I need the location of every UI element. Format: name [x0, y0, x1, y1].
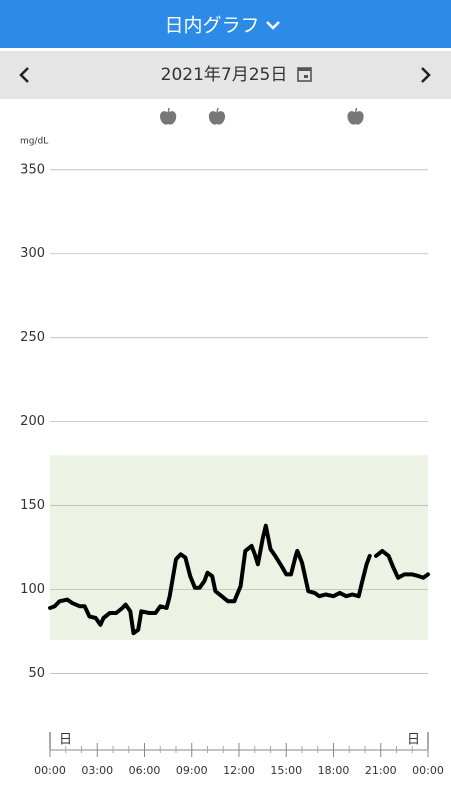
date-label: 2021年7月25日 — [161, 65, 288, 85]
apple-stem — [216, 107, 219, 114]
period-label: 日 — [407, 733, 420, 748]
x-tick-label: 12:00 — [223, 764, 255, 777]
meal-marker — [347, 107, 364, 125]
meal-marker — [159, 107, 177, 125]
period-label: 日 — [59, 733, 72, 748]
y-tick-label: 150 — [20, 498, 45, 513]
calendar-button[interactable] — [297, 67, 312, 82]
apple-stem — [167, 107, 170, 114]
y-tick-label: 50 — [28, 666, 45, 681]
x-tick-label: 03:00 — [81, 764, 113, 777]
x-tick-label: 18:00 — [318, 764, 350, 777]
y-tick-label: 100 — [20, 582, 45, 597]
y-tick-label: 250 — [20, 330, 45, 345]
apple-body — [347, 111, 364, 125]
prev-button[interactable] — [19, 67, 29, 83]
header-title[interactable]: 日内グラフ — [164, 15, 259, 37]
y-tick-label: 350 — [20, 162, 45, 177]
y-axis-label: mg/dL — [20, 137, 48, 147]
x-tick-label: 09:00 — [176, 764, 208, 777]
apple-body — [208, 111, 226, 125]
x-tick-label: 21:00 — [365, 764, 397, 777]
glucose-line — [48, 523, 430, 636]
y-tick-label: 300 — [20, 246, 45, 261]
dropdown-icon[interactable] — [266, 21, 280, 30]
apple-stem — [354, 107, 358, 114]
x-tick-label: 00:00 — [34, 764, 66, 777]
target-range — [50, 455, 428, 640]
nav-bar — [0, 51, 451, 99]
apple-body — [159, 111, 177, 125]
header-bar — [0, 0, 451, 48]
x-tick-label: 00:00 — [412, 764, 444, 777]
x-tick-label: 15:00 — [270, 764, 302, 777]
y-tick-label: 200 — [20, 414, 45, 429]
meal-marker — [208, 107, 226, 125]
next-button[interactable] — [421, 67, 431, 83]
x-tick-label: 06:00 — [129, 764, 161, 777]
